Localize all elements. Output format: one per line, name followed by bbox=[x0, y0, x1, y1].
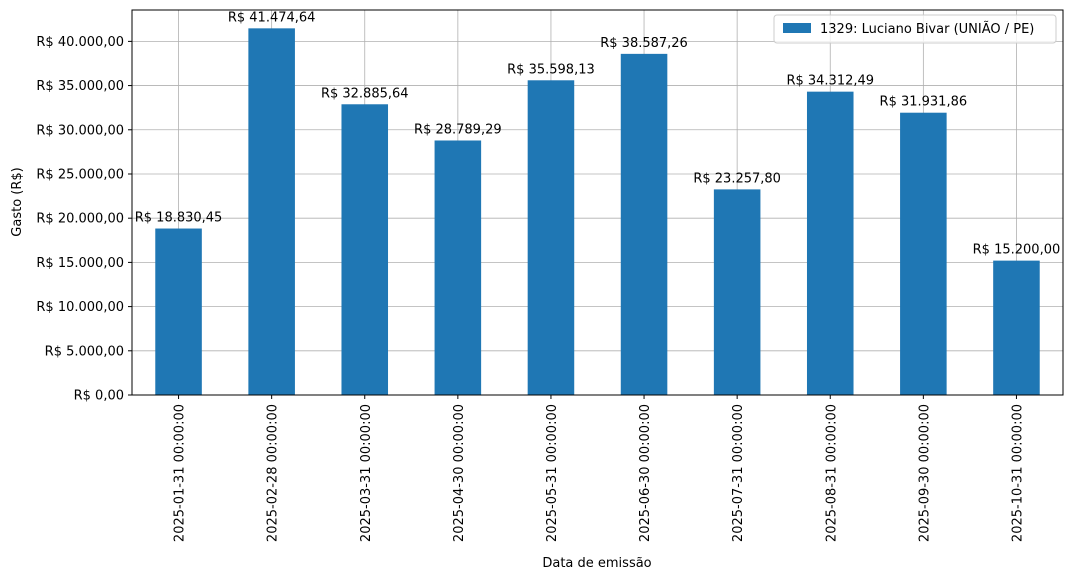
bar-value-label: R$ 31.931,86 bbox=[880, 95, 968, 110]
bar-value-label: R$ 41.474,64 bbox=[228, 10, 316, 25]
legend-swatch bbox=[783, 23, 811, 33]
y-tick-label: R$ 40.000,00 bbox=[36, 35, 124, 50]
x-tick-label: 2025-08-31 00:00:00 bbox=[824, 404, 839, 542]
bar bbox=[341, 104, 389, 395]
x-tick-label: 2025-03-31 00:00:00 bbox=[359, 404, 374, 542]
bar-value-label: R$ 28.789,29 bbox=[414, 122, 502, 137]
bar-value-label: R$ 34.312,49 bbox=[786, 74, 874, 89]
x-tick-label: 2025-02-28 00:00:00 bbox=[266, 404, 281, 542]
bar-value-label: R$ 32.885,64 bbox=[321, 86, 409, 101]
legend: 1329: Luciano Bivar (UNIÃO / PE) bbox=[773, 14, 1057, 44]
y-tick-label: R$ 5.000,00 bbox=[45, 344, 124, 359]
bar bbox=[900, 112, 947, 396]
y-axis-label: Gasto (R$) bbox=[10, 167, 25, 236]
y-axis-ticks: R$ 0,00 R$ 5.000,00 R$ 10.000,00 R$ 15.000,… bbox=[36, 35, 132, 404]
bar bbox=[155, 228, 202, 395]
legend-frame bbox=[773, 14, 1057, 44]
bar-value-label: R$ 35.598,13 bbox=[507, 62, 595, 77]
x-tick-label: 2025-07-31 00:00:00 bbox=[731, 404, 746, 542]
y-tick-label: R$ 20.000,00 bbox=[36, 212, 124, 227]
bar bbox=[434, 140, 482, 395]
data-labels: R$ 18.830,45 R$ 41.474,64 R$ 32.885,64 R$ 2… bbox=[135, 10, 1061, 257]
y-tick-label: R$ 10.000,00 bbox=[36, 300, 124, 315]
y-tick-label: R$ 30.000,00 bbox=[36, 123, 124, 138]
x-axis-label: Data de emissão bbox=[542, 556, 651, 571]
bar-value-label: R$ 38.587,26 bbox=[600, 36, 688, 51]
bar bbox=[248, 28, 295, 395]
bar-value-label: R$ 23.257,80 bbox=[693, 171, 781, 186]
x-tick-label: 2025-05-31 00:00:00 bbox=[545, 404, 560, 542]
x-axis-ticks: 2025-01-31 00:00:00 2025-02-28 00:00:00 20… bbox=[173, 395, 1025, 542]
x-tick-label: 2025-09-30 00:00:00 bbox=[917, 404, 932, 542]
y-tick-label: R$ 15.000,00 bbox=[36, 256, 124, 271]
x-tick-label: 2025-10-31 00:00:00 bbox=[1010, 404, 1025, 542]
bar-value-label: R$ 15.200,00 bbox=[973, 243, 1061, 258]
bar bbox=[620, 53, 668, 396]
y-tick-label: R$ 35.000,00 bbox=[36, 79, 124, 94]
bar bbox=[993, 260, 1040, 395]
plot-frame bbox=[131, 9, 1064, 396]
bar bbox=[713, 189, 761, 395]
bar-value-label: R$ 18.830,45 bbox=[135, 211, 223, 226]
y-tick-label: R$ 0,00 bbox=[74, 389, 124, 404]
x-tick-label: 2025-04-30 00:00:00 bbox=[452, 404, 467, 542]
x-tick-label: 2025-01-31 00:00:00 bbox=[173, 404, 188, 542]
y-tick-label: R$ 25.000,00 bbox=[36, 167, 124, 182]
bar bbox=[527, 80, 575, 395]
bars bbox=[155, 28, 1040, 396]
x-tick-label: 2025-06-30 00:00:00 bbox=[638, 404, 653, 542]
legend-label: 1329: Luciano Bivar (UNIÃO / PE) bbox=[820, 21, 1034, 37]
bar bbox=[806, 91, 854, 396]
